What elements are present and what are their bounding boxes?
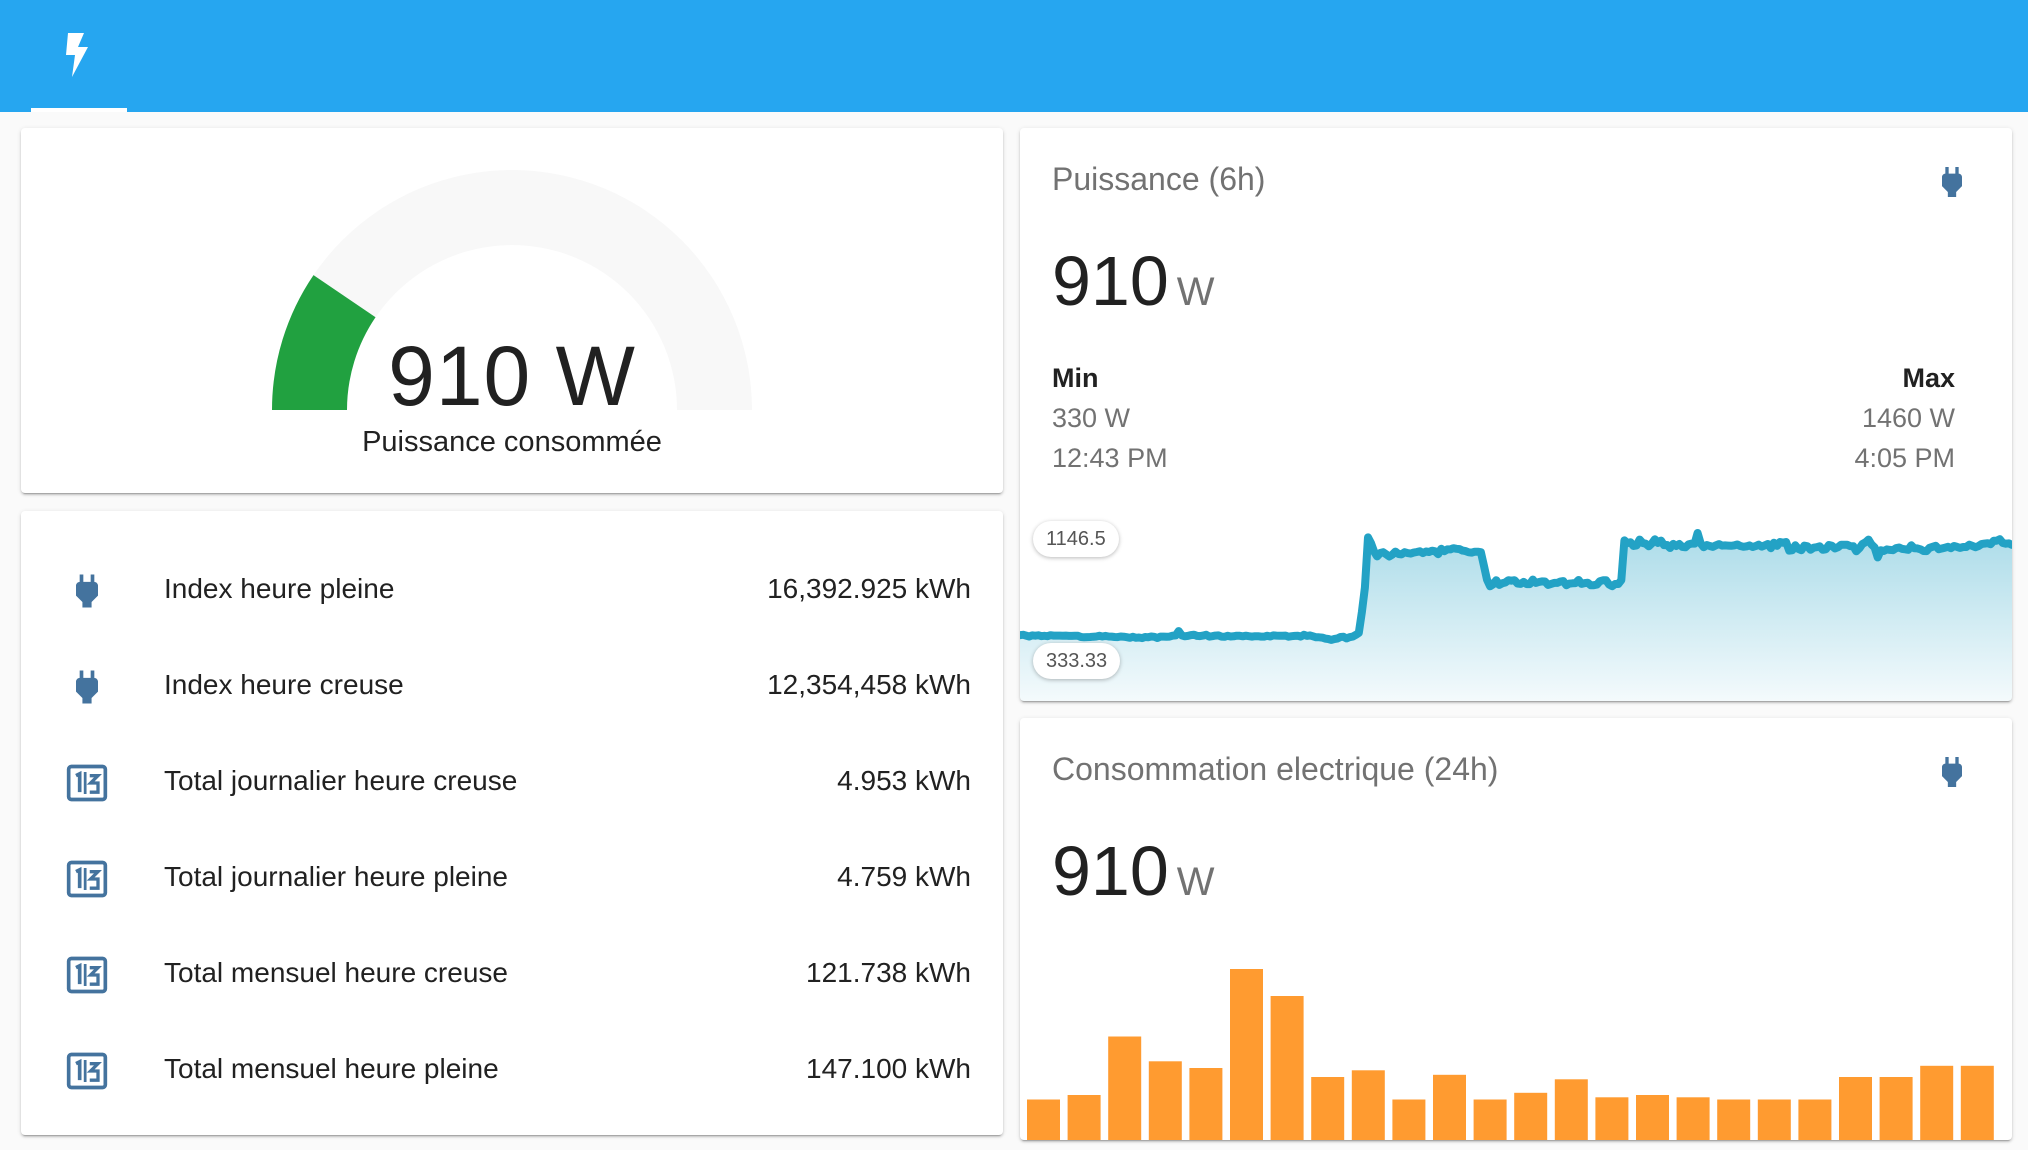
bar[interactable] (1676, 1097, 1710, 1140)
entity-name: Index heure creuse (164, 669, 404, 700)
entity-state: 16,392.925 kWh (767, 573, 971, 604)
tab-active-indicator (31, 108, 127, 112)
bar[interactable] (1798, 1099, 1832, 1141)
consumption-bar-chart[interactable] (1020, 938, 2012, 1140)
entities-card: Index heure pleine 16,392.925 kWh Index he… (21, 511, 1003, 1135)
power-line-chart[interactable] (1020, 508, 2012, 701)
sensor-value-unit: W (1176, 860, 1215, 904)
entity-name: Index heure pleine (164, 573, 395, 604)
power-area (1020, 533, 2012, 701)
bar[interactable] (1027, 1099, 1060, 1141)
bar[interactable] (1879, 1077, 1913, 1140)
entity-row[interactable]: Total mensuel heure pleine 147.100 kWh (21, 1023, 1003, 1119)
sensor-value: 910 W (1052, 836, 1215, 906)
bar[interactable] (1311, 1077, 1345, 1140)
entity-state: 121.738 kWh (806, 957, 971, 988)
entity-name: Total mensuel heure creuse (164, 957, 508, 988)
bar[interactable] (1108, 1036, 1142, 1141)
entity-row[interactable]: Total journalier heure creuse 4.953 kWh (21, 735, 1003, 831)
bar[interactable] (1473, 1099, 1507, 1141)
entity-state: 4.953 kWh (837, 765, 971, 796)
entity-name: Total mensuel heure pleine (164, 1053, 499, 1084)
entity-row[interactable]: Total journalier heure pleine 4.759 kWh (21, 831, 1003, 927)
y-axis-min-label: 333.33 (1033, 643, 1121, 679)
card-title: Consommation electrique (24h) (1052, 751, 1499, 787)
bar[interactable] (1270, 996, 1304, 1140)
bar[interactable] (1514, 1092, 1548, 1140)
gauge-track (272, 170, 752, 410)
max-value: 1460 W (1861, 403, 1955, 433)
bar[interactable] (1148, 1061, 1182, 1140)
bar[interactable] (1392, 1099, 1426, 1141)
power-plug-icon (76, 574, 98, 608)
gauge-value: 910 W (388, 329, 636, 423)
tab-energy[interactable] (31, 0, 127, 112)
bar[interactable] (1067, 1095, 1101, 1140)
bar[interactable] (1554, 1079, 1588, 1140)
power-plug-icon (1942, 757, 1962, 787)
flash-icon (66, 33, 88, 77)
bar[interactable] (1757, 1099, 1791, 1141)
gauge-name: Puissance consommée (362, 426, 662, 458)
counter-icon (66, 764, 108, 802)
counter-icon (66, 1052, 108, 1090)
y-axis-max-label: 1146.5 (1033, 521, 1119, 557)
card-title: Puissance (6h) (1052, 161, 1266, 197)
bar[interactable] (1433, 1074, 1466, 1140)
bar[interactable] (1960, 1065, 1994, 1140)
entity-row[interactable]: Index heure creuse 12,354,458 kWh (21, 639, 1003, 735)
power-plug-icon (1942, 167, 1962, 197)
app-toolbar (0, 0, 2028, 112)
entity-name: Total journalier heure creuse (164, 765, 518, 796)
bar[interactable] (1230, 969, 1263, 1140)
max-block: Max 1460 W 4:05 PM (1854, 358, 1955, 478)
power-sensor-card[interactable]: Puissance (6h) 910 W Min 330 W 12:43 PM M… (1020, 128, 2012, 701)
max-label: Max (1902, 363, 1955, 393)
gauge-card[interactable]: 910 W Puissance consommée (21, 128, 1003, 493)
min-label: Min (1052, 363, 1099, 393)
power-plug-icon (76, 670, 98, 704)
entity-state: 147.100 kWh (806, 1053, 971, 1084)
min-block: Min 330 W 12:43 PM (1052, 358, 1168, 478)
gauge-arc (272, 170, 752, 410)
entity-row[interactable]: Total mensuel heure creuse 121.738 kWh (21, 927, 1003, 1023)
max-time: 4:05 PM (1854, 443, 1955, 473)
entity-state: 12,354,458 kWh (767, 669, 971, 700)
counter-icon (66, 860, 108, 898)
bar[interactable] (1920, 1065, 1954, 1140)
bar[interactable] (1351, 1070, 1385, 1140)
sensor-value-number: 910 (1052, 242, 1169, 320)
bar[interactable] (1189, 1068, 1223, 1140)
bar[interactable] (1839, 1077, 1872, 1140)
min-time: 12:43 PM (1052, 443, 1168, 473)
counter-icon (66, 956, 108, 994)
min-value: 330 W (1052, 403, 1131, 433)
entity-name: Total journalier heure pleine (164, 861, 508, 892)
bar[interactable] (1636, 1095, 1669, 1140)
sensor-value: 910 W (1052, 246, 1215, 316)
gauge-fill (272, 275, 376, 410)
consumption-sensor-card[interactable]: Consommation electrique (24h) 910 W (1020, 718, 2012, 1140)
bar[interactable] (1717, 1099, 1751, 1141)
sensor-value-unit: W (1176, 270, 1215, 314)
entity-row[interactable]: Index heure pleine 16,392.925 kWh (21, 543, 1003, 639)
power-line (1020, 529, 2012, 644)
entity-state: 4.759 kWh (837, 861, 971, 892)
bar[interactable] (1595, 1097, 1629, 1140)
sensor-value-number: 910 (1052, 832, 1169, 910)
